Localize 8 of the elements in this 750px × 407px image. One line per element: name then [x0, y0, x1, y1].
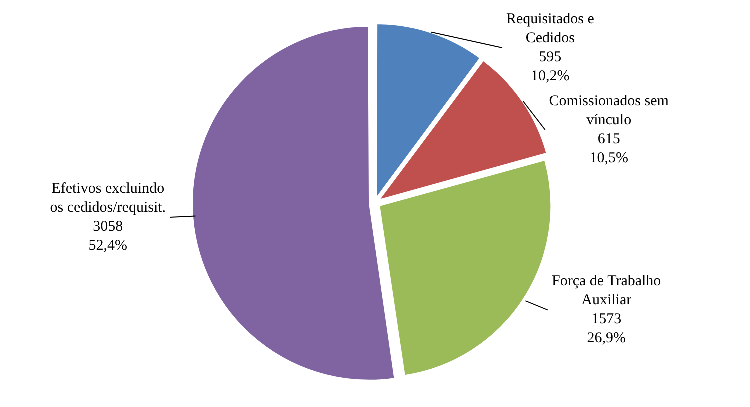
data-label: 595 10,2%	[531, 49, 570, 84]
data-label: 615 10,5%	[590, 131, 628, 166]
data-label: 1573 26,9%	[587, 312, 626, 347]
slice-label: Comissionados sem vínculo	[549, 93, 670, 128]
data-label: 3058 52,4%	[88, 218, 128, 254]
slice-label: Requisitados e Cedidos	[506, 11, 595, 46]
slice-label: Força de Trabalho Auxiliar	[552, 274, 662, 309]
slice-label: Efetivos excluindo os cedidos/requisit.	[50, 180, 166, 216]
